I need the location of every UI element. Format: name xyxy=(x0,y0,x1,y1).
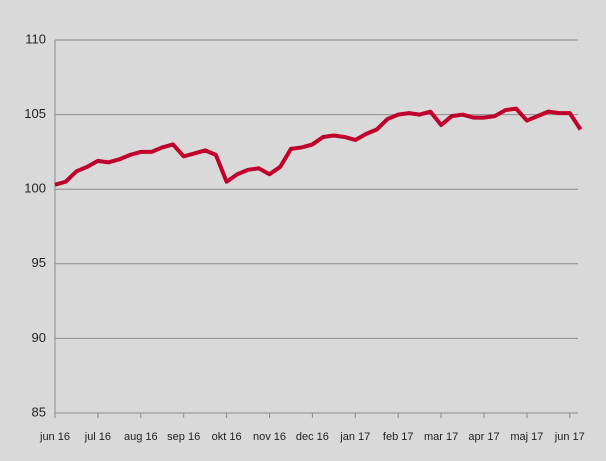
y-tick-label: 100 xyxy=(24,181,46,196)
x-tick-label: aug 16 xyxy=(124,431,158,443)
x-tick-label: maj 17 xyxy=(510,431,543,443)
x-tick-label: jun 17 xyxy=(554,431,585,443)
x-tick-label: apr 17 xyxy=(468,431,499,443)
x-tick-label: jul 16 xyxy=(84,431,111,443)
x-tick-label: jan 17 xyxy=(339,431,370,443)
x-tick-label: nov 16 xyxy=(253,431,286,443)
x-tick-label: dec 16 xyxy=(296,431,329,443)
x-tick-label: mar 17 xyxy=(424,431,458,443)
x-tick-label: jun 16 xyxy=(39,431,70,443)
x-tick-label: sep 16 xyxy=(167,431,200,443)
y-tick-label: 110 xyxy=(25,31,46,46)
y-tick-label: 90 xyxy=(32,330,46,345)
x-tick-label: feb 17 xyxy=(383,431,414,443)
y-tick-label: 95 xyxy=(32,255,46,270)
y-tick-label: 105 xyxy=(24,106,46,121)
x-tick-label: okt 16 xyxy=(212,431,242,443)
y-tick-label: 85 xyxy=(32,404,46,419)
series-line xyxy=(54,106,583,187)
